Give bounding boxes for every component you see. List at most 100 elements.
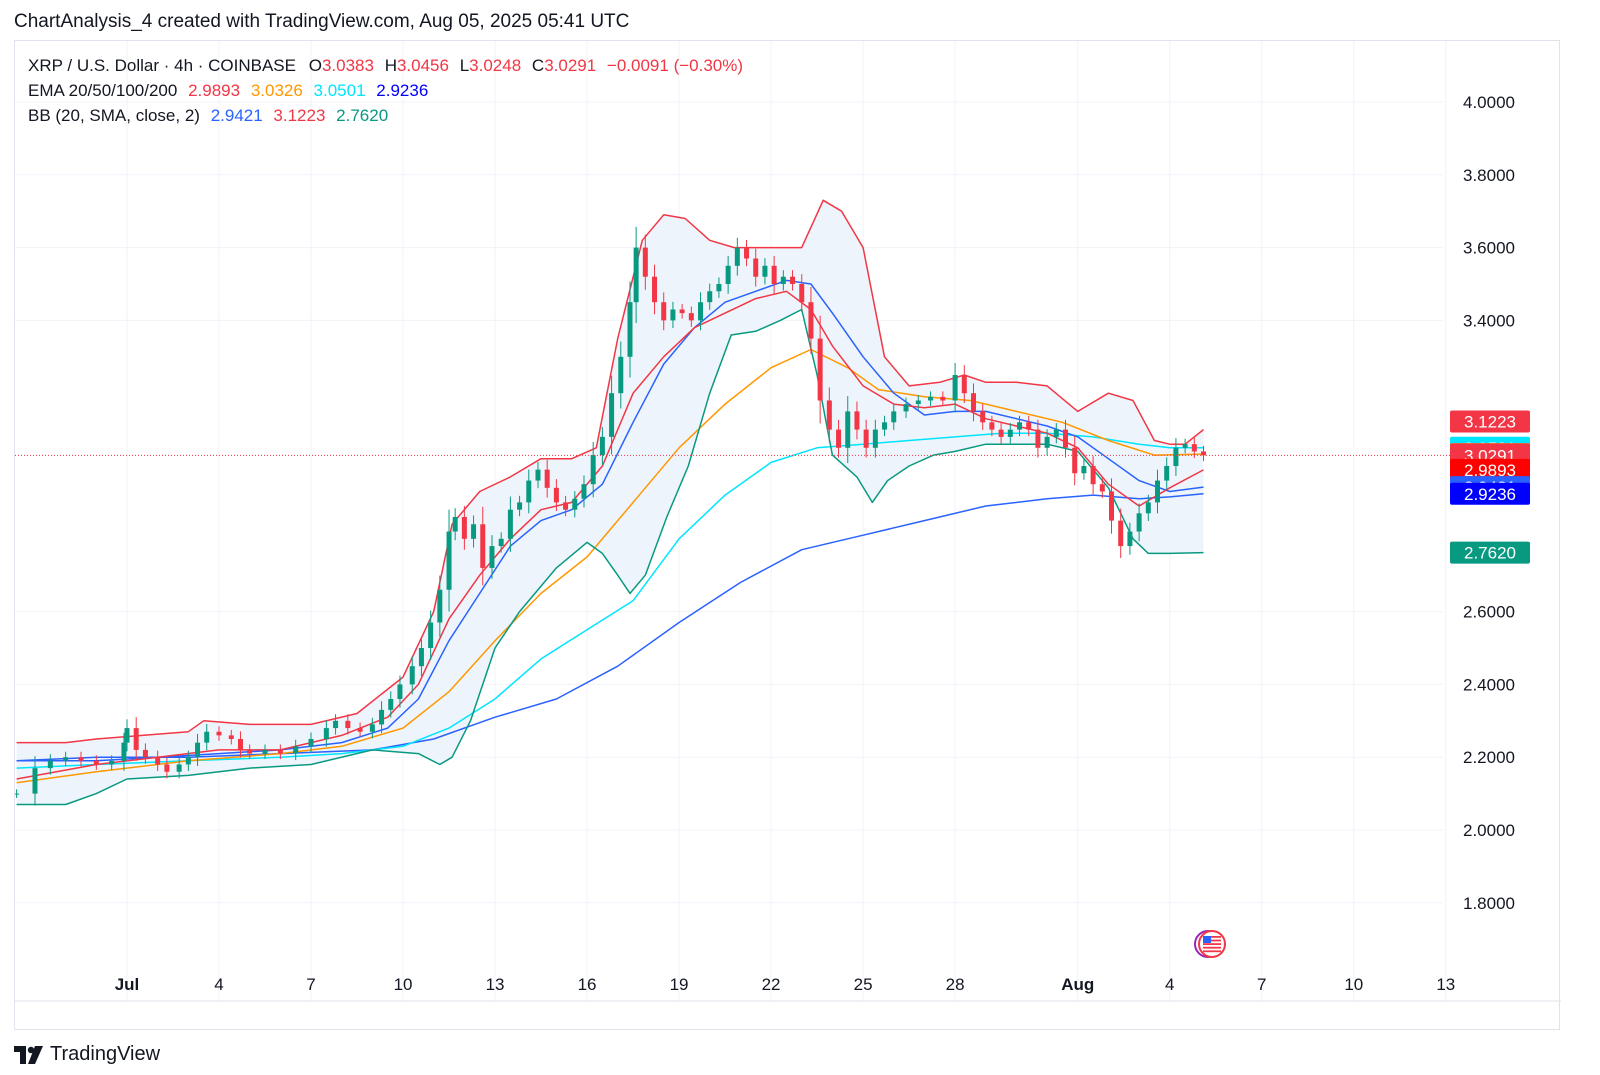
candle-body[interactable]: [1191, 444, 1197, 452]
candle-body[interactable]: [357, 728, 363, 732]
candle-body[interactable]: [277, 749, 283, 754]
candle-body[interactable]: [915, 400, 921, 405]
candle-body[interactable]: [142, 749, 148, 758]
candle-body[interactable]: [526, 480, 532, 503]
chart-pane[interactable]: 1.8000 2.0000 2.2000 2.4000 2.6000 3.8000 3.60…: [14, 40, 1561, 1031]
legend-bb-row[interactable]: BB (20, SMA, close, 2) 2.9421 3.1223 2.7…: [28, 103, 743, 128]
candle-body[interactable]: [808, 302, 814, 339]
candle-body[interactable]: [762, 265, 768, 277]
tradingview-footer[interactable]: TradingView: [14, 1043, 160, 1066]
candle-body[interactable]: [409, 666, 415, 685]
candle-body[interactable]: [1164, 466, 1170, 481]
candle-body[interactable]: [109, 760, 115, 765]
ema20-line[interactable]: [16, 290, 1204, 780]
candle-body[interactable]: [498, 538, 504, 547]
candle-body[interactable]: [1136, 513, 1142, 532]
candle-body[interactable]: [670, 309, 676, 321]
candle-body[interactable]: [544, 469, 550, 488]
candle-body[interactable]: [599, 436, 605, 456]
candle-body[interactable]: [618, 356, 624, 394]
candle-body[interactable]: [707, 291, 713, 303]
candle-body[interactable]: [961, 375, 967, 394]
candle-body[interactable]: [333, 720, 339, 729]
candle-body[interactable]: [980, 411, 986, 423]
candle-body[interactable]: [572, 498, 578, 510]
candle-body[interactable]: [507, 509, 513, 539]
candle-body[interactable]: [970, 393, 976, 412]
candle-body[interactable]: [15, 793, 20, 795]
candle-body[interactable]: [437, 589, 443, 623]
candle-body[interactable]: [78, 757, 84, 761]
candle-body[interactable]: [854, 411, 860, 430]
candle-body[interactable]: [308, 739, 314, 747]
candle-body[interactable]: [817, 338, 823, 401]
candle-body[interactable]: [1099, 484, 1105, 492]
candle-body[interactable]: [1035, 429, 1041, 448]
candle-body[interactable]: [734, 247, 740, 266]
candle-body[interactable]: [698, 302, 704, 321]
price-chart[interactable]: 1.8000 2.0000 2.2000 2.4000 2.6000 3.8000 3.60…: [15, 41, 1561, 1031]
ema50-line[interactable]: [16, 348, 1204, 784]
candle-body[interactable]: [185, 757, 191, 765]
candle-body[interactable]: [176, 764, 182, 772]
candle-body[interactable]: [446, 531, 452, 590]
candle-body[interactable]: [1109, 491, 1115, 521]
candle-body[interactable]: [989, 422, 995, 430]
candle-body[interactable]: [121, 742, 127, 761]
candle-body[interactable]: [744, 247, 750, 259]
candle-body[interactable]: [216, 731, 222, 736]
bb-upper-line[interactable]: [16, 199, 1204, 744]
candle-body[interactable]: [836, 429, 842, 448]
candle-body[interactable]: [1182, 444, 1188, 448]
legend-symbol[interactable]: XRP / U.S. Dollar · 4h · COINBASE: [28, 56, 296, 75]
candle-body[interactable]: [1016, 422, 1022, 430]
candle-body[interactable]: [1053, 429, 1059, 437]
candle-body[interactable]: [63, 757, 69, 761]
candle-body[interactable]: [642, 247, 648, 277]
candle-body[interactable]: [581, 484, 587, 499]
candle-body[interactable]: [553, 487, 559, 503]
candle-body[interactable]: [471, 524, 477, 539]
candle-body[interactable]: [323, 728, 329, 739]
candle-body[interactable]: [1026, 422, 1032, 430]
candle-body[interactable]: [872, 429, 878, 448]
candle-body[interactable]: [790, 276, 796, 284]
candle-body[interactable]: [998, 429, 1004, 437]
candle-body[interactable]: [397, 684, 403, 699]
candle-body[interactable]: [388, 698, 394, 710]
legend-ema-row[interactable]: EMA 20/50/100/200 2.9893 3.0326 3.0501 2…: [28, 78, 743, 103]
candle-body[interactable]: [688, 313, 694, 321]
candle-body[interactable]: [1173, 447, 1179, 466]
candle-body[interactable]: [517, 502, 523, 510]
candle-body[interactable]: [940, 396, 946, 401]
candle-body[interactable]: [780, 276, 786, 284]
candle-body[interactable]: [882, 422, 888, 430]
candle-body[interactable]: [725, 265, 731, 284]
candle-body[interactable]: [293, 746, 299, 754]
candle-body[interactable]: [133, 728, 139, 750]
candle-body[interactable]: [1127, 531, 1133, 547]
candle-body[interactable]: [489, 546, 495, 568]
candle-body[interactable]: [452, 516, 458, 532]
price-axis-tag[interactable]: [1450, 410, 1530, 433]
candle-body[interactable]: [652, 276, 658, 303]
candle-body[interactable]: [590, 455, 596, 485]
bb-lower-line[interactable]: [16, 308, 1204, 806]
candle-body[interactable]: [609, 393, 615, 437]
candle-body[interactable]: [1090, 466, 1096, 485]
candle-body[interactable]: [1007, 429, 1013, 437]
candle-body[interactable]: [195, 742, 201, 758]
candle-body[interactable]: [461, 516, 467, 539]
candle-body[interactable]: [1044, 436, 1050, 448]
candle-body[interactable]: [204, 731, 210, 743]
candle-body[interactable]: [428, 622, 434, 648]
price-axis-tag[interactable]: [1450, 458, 1530, 481]
candle-body[interactable]: [845, 411, 851, 448]
candle-body[interactable]: [563, 502, 569, 510]
candle-body[interactable]: [247, 749, 253, 754]
candle-body[interactable]: [345, 720, 351, 729]
candle-body[interactable]: [124, 728, 130, 743]
candle-body[interactable]: [369, 724, 375, 732]
candle-body[interactable]: [891, 411, 897, 423]
candle-body[interactable]: [952, 375, 958, 401]
